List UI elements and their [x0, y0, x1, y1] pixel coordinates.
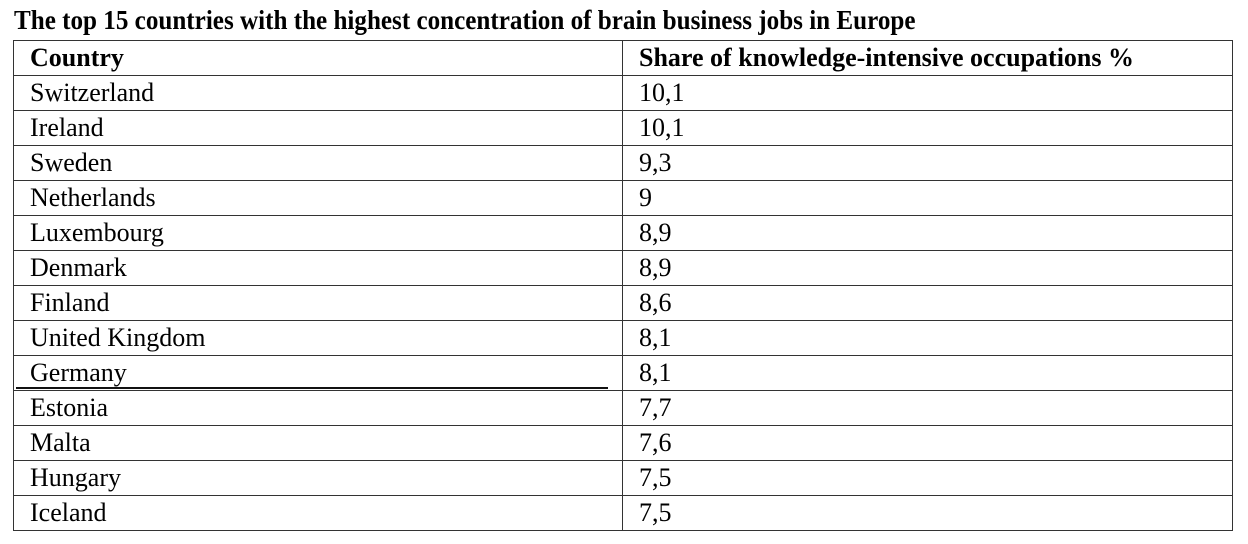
- country-cell: Netherlands: [13, 180, 623, 216]
- share-cell: 10,1: [622, 75, 1233, 111]
- table-row: Germany 8,1: [13, 355, 1233, 391]
- table-row: Malta 7,6: [13, 425, 1233, 461]
- table-row: Luxembourg 8,9: [13, 215, 1233, 251]
- table-row: Switzerland 10,1: [13, 75, 1233, 111]
- share-cell: 8,6: [622, 285, 1233, 321]
- countries-table: Country Share of knowledge-intensive occ…: [13, 40, 1233, 531]
- share-cell: 7,7: [622, 390, 1233, 426]
- country-cell: Switzerland: [13, 75, 623, 111]
- share-cell: 8,9: [622, 215, 1233, 251]
- country-cell: Iceland: [13, 495, 623, 531]
- table-row: Iceland 7,5: [13, 495, 1233, 531]
- country-cell: Sweden: [13, 145, 623, 181]
- country-cell: Denmark: [13, 250, 623, 286]
- table-row: Sweden 9,3: [13, 145, 1233, 181]
- table-row: Estonia 7,7: [13, 390, 1233, 426]
- share-cell: 8,1: [622, 355, 1233, 391]
- country-cell: Luxembourg: [13, 215, 623, 251]
- share-cell: 7,5: [622, 495, 1233, 531]
- table-row: Netherlands 9: [13, 180, 1233, 216]
- country-cell: United Kingdom: [13, 320, 623, 356]
- country-cell: Estonia: [13, 390, 623, 426]
- share-cell: 9,3: [622, 145, 1233, 181]
- header-country: Country: [13, 40, 623, 76]
- table-header-row: Country Share of knowledge-intensive occ…: [13, 40, 1233, 76]
- table-row: Hungary 7,5: [13, 460, 1233, 496]
- share-cell: 10,1: [622, 110, 1233, 146]
- page-title: The top 15 countries with the highest co…: [14, 5, 916, 35]
- country-cell: Ireland: [13, 110, 623, 146]
- share-cell: 8,9: [622, 250, 1233, 286]
- table-row: Finland 8,6: [13, 285, 1233, 321]
- header-share: Share of knowledge-intensive occupations…: [622, 40, 1233, 76]
- share-cell: 7,6: [622, 425, 1233, 461]
- table-row: United Kingdom 8,1: [13, 320, 1233, 356]
- country-cell: Malta: [13, 425, 623, 461]
- table-row: Denmark 8,9: [13, 250, 1233, 286]
- country-cell: Germany: [13, 355, 623, 391]
- share-cell: 9: [622, 180, 1233, 216]
- country-cell: Hungary: [13, 460, 623, 496]
- share-cell: 8,1: [622, 320, 1233, 356]
- country-cell: Finland: [13, 285, 623, 321]
- share-cell: 7,5: [622, 460, 1233, 496]
- table-row: Ireland 10,1: [13, 110, 1233, 146]
